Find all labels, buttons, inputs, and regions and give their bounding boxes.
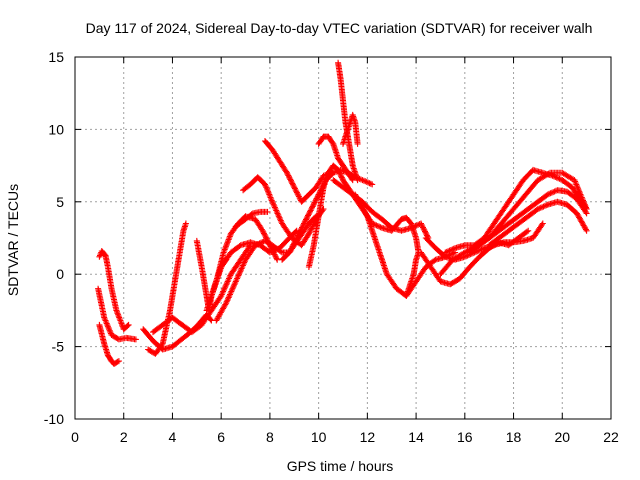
point-markers (340, 111, 361, 147)
point-markers (466, 187, 590, 256)
series-track-18 (340, 111, 361, 147)
point-markers (359, 206, 422, 256)
point-markers (403, 249, 422, 299)
x-tick-label: 0 (71, 429, 79, 445)
point-markers (315, 133, 356, 184)
series-track-3 (96, 248, 132, 333)
point-markers (232, 208, 271, 230)
point-markers (442, 166, 590, 256)
point-markers (262, 138, 334, 205)
x-tick-label: 22 (603, 429, 619, 445)
point-markers (96, 321, 122, 367)
point-markers (486, 198, 590, 249)
series-track-16 (315, 133, 356, 184)
y-tick-label: -5 (52, 339, 65, 355)
point-markers (96, 248, 132, 333)
y-axis-label: SDTVAR / TECUs (5, 184, 21, 296)
x-tick-label: 16 (457, 429, 473, 445)
y-tick-label: 0 (56, 266, 64, 282)
x-tick-label: 8 (266, 429, 274, 445)
series-track-28 (486, 198, 590, 249)
series-track-21 (359, 206, 422, 256)
series-track-26 (442, 166, 590, 256)
x-tick-label: 6 (217, 429, 225, 445)
series-track-13 (262, 138, 334, 205)
y-tick-label: -10 (44, 411, 64, 427)
axis-ticks: 0 2 4 6 8 10 12 14 16 18 20 22 -10 -5 0 5 10 15 (44, 49, 619, 445)
series-track-27 (466, 187, 590, 256)
y-tick-label: 5 (56, 194, 64, 210)
series-track-6 (150, 242, 254, 336)
x-tick-label: 10 (311, 429, 327, 445)
x-tick-label: 12 (360, 429, 376, 445)
point-markers (95, 285, 139, 343)
point-markers (150, 242, 254, 336)
x-tick-label: 2 (120, 429, 128, 445)
x-tick-label: 4 (169, 429, 177, 445)
series-track-2 (96, 321, 122, 367)
data-marks (95, 59, 590, 367)
x-tick-label: 18 (506, 429, 522, 445)
x-tick-label: 20 (554, 429, 570, 445)
x-axis-label: GPS time / hours (287, 458, 394, 474)
point-markers (240, 174, 327, 249)
y-tick-label: 10 (48, 121, 64, 137)
series-track-11 (232, 208, 271, 230)
series-track-22 (403, 249, 422, 299)
series-track-1 (95, 285, 139, 343)
chart-title: Day 117 of 2024, Sidereal Day-to-day VTE… (86, 20, 593, 36)
x-tick-label: 14 (408, 429, 424, 445)
series-track-12 (240, 174, 327, 249)
plot-frame (74, 56, 612, 420)
y-tick-label: 15 (48, 49, 64, 65)
